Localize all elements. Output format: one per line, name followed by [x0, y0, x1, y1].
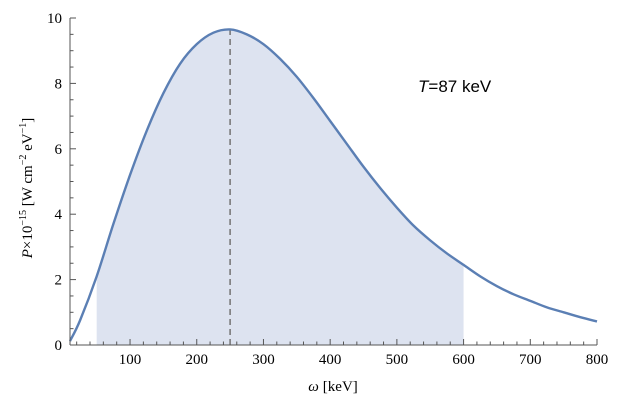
- y-tick-label: 6: [55, 142, 63, 158]
- axes: [69, 17, 598, 346]
- x-tick-label: 700: [519, 352, 542, 368]
- y-tick-label: 10: [47, 11, 62, 27]
- curve-layer: [68, 28, 598, 342]
- x-tick-label: 800: [586, 352, 609, 368]
- tick-labels: 100 200 300 400 500 600 700 800 0 2 4 6 8 10: [47, 11, 608, 368]
- shaded-integration-region: [96, 29, 464, 345]
- temperature-annotation: T=87 keV: [418, 77, 492, 96]
- y-tick-label: 0: [55, 338, 63, 354]
- x-tick-label: 500: [386, 352, 409, 368]
- x-tick-label: 200: [185, 352, 208, 368]
- x-tick-label: 100: [119, 352, 142, 368]
- shaded-area-layer: [96, 29, 464, 345]
- y-tick-label: 4: [55, 207, 63, 223]
- x-tick-label: 600: [452, 352, 475, 368]
- x-tick-label: 400: [319, 352, 342, 368]
- x-tick-label: 300: [252, 352, 275, 368]
- y-tick-label: 8: [55, 76, 63, 92]
- spectrum-curve: [68, 28, 598, 342]
- x-axis-title: ω [keV]: [308, 379, 358, 395]
- y-axis-title: P×10−15 [W cm−2 eV−1]: [18, 118, 36, 260]
- y-tick-label: 2: [55, 273, 63, 289]
